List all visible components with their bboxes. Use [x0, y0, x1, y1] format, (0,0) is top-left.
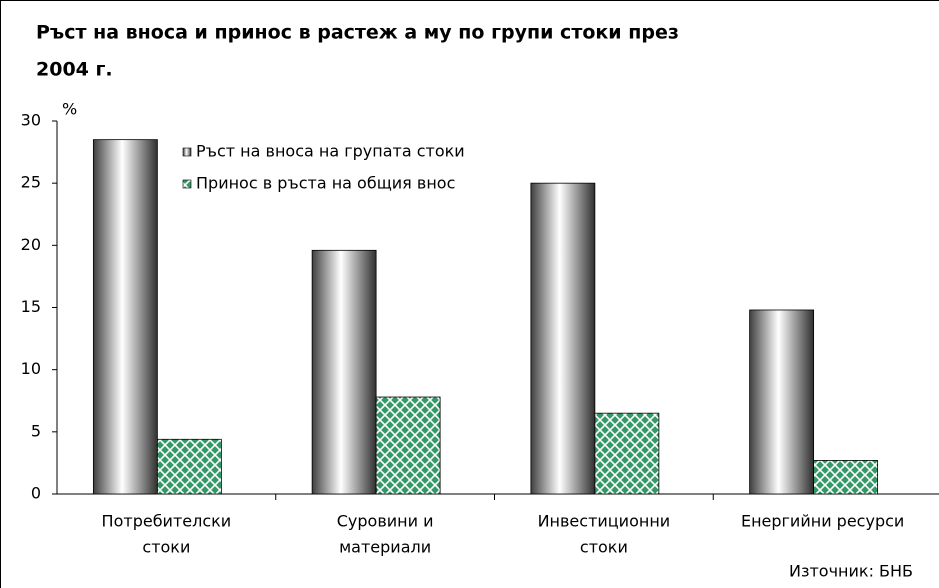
source: Източник: БНБ	[789, 562, 913, 581]
x-tick-label: стоки	[580, 538, 628, 557]
bar	[530, 182, 596, 495]
legend-label: Ръст на вноса на групата стоки	[196, 142, 465, 161]
x-tick-label: Суровини и	[337, 512, 434, 531]
x-tick-label: стоки	[142, 538, 190, 557]
bar	[375, 396, 441, 495]
bar	[311, 249, 377, 495]
legend-swatch	[182, 147, 192, 157]
bar	[813, 460, 879, 495]
y-tick-label: 15	[21, 297, 41, 316]
x-tick-label: Енергийни ресурси	[741, 512, 904, 531]
x-tick-label: материали	[339, 538, 431, 557]
y-tick-label: 25	[21, 173, 41, 192]
chart-title: Ръст на вноса и принос в растеж а му по …	[36, 22, 679, 44]
y-tick-label: 20	[21, 235, 41, 254]
x-tick-label: Инвестиционни	[538, 512, 671, 531]
x-tick-label: Потребителски	[102, 512, 232, 531]
bar	[92, 139, 158, 495]
y-tick-label: 10	[21, 359, 41, 378]
y-axis-label: %	[62, 100, 77, 119]
bar	[156, 438, 222, 495]
bar	[594, 412, 660, 495]
y-tick-label: 5	[31, 421, 41, 440]
legend-label: Принос в ръста на общия внос	[196, 174, 455, 193]
bar	[749, 309, 815, 495]
chart-title: 2004 г.	[36, 59, 113, 81]
legend-swatch	[182, 179, 192, 189]
y-tick-label: 30	[21, 111, 41, 130]
y-tick-label: 0	[31, 484, 41, 503]
